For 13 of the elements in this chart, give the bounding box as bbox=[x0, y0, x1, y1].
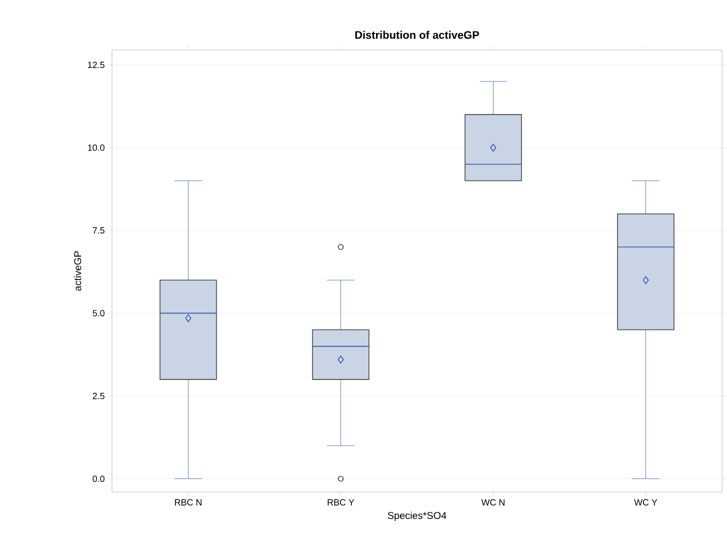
chart-title: Distribution of activeGP bbox=[355, 30, 480, 39]
x-tick-label: WC Y bbox=[634, 499, 658, 506]
y-tick-label: 10.0 bbox=[88, 144, 104, 151]
x-tick-label: RBC N bbox=[175, 499, 202, 506]
x-tick-label: WC N bbox=[481, 499, 504, 506]
y-tick-label: 7.5 bbox=[92, 227, 104, 234]
y-tick-label: 5.0 bbox=[92, 310, 104, 316]
y-tick-label: 12.5 bbox=[88, 62, 104, 68]
x-axis-title: Species*SO4 bbox=[388, 512, 446, 521]
y-tick-label: 0.0 bbox=[92, 476, 104, 482]
x-tick-label: RBC Y bbox=[328, 499, 354, 506]
y-axis-title: activeGP bbox=[74, 251, 82, 291]
y-tick-label: 2.5 bbox=[92, 392, 104, 400]
